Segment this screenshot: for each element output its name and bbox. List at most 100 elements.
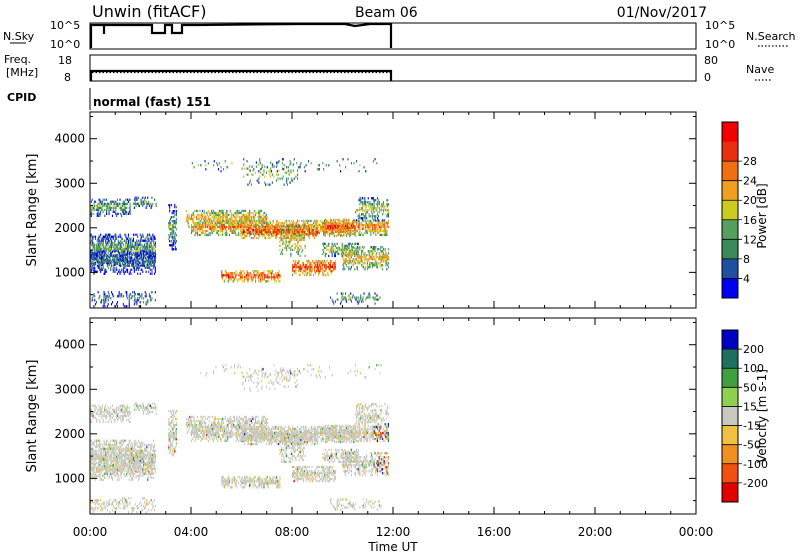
heatmap-cell <box>300 224 302 228</box>
heatmap-cell <box>201 227 203 231</box>
heatmap-cell <box>222 233 224 237</box>
heatmap-cell <box>292 248 294 252</box>
heatmap-cell <box>350 224 352 227</box>
heatmap-cell <box>95 451 97 454</box>
heatmap-cell <box>151 237 153 240</box>
heatmap-cell <box>282 168 284 171</box>
heatmap-cell <box>104 272 106 275</box>
heatmap-cell <box>139 262 141 265</box>
heatmap-cell <box>345 230 347 233</box>
heatmap-cell <box>137 241 139 244</box>
y-tick-label: 3000 <box>54 176 85 190</box>
heatmap-cell <box>118 241 120 244</box>
heatmap-cell <box>94 299 96 302</box>
heatmap-cell <box>286 166 288 169</box>
heatmap-cell <box>139 247 141 250</box>
heatmap-cell <box>171 244 173 247</box>
heatmap-cell <box>173 210 175 213</box>
heatmap-cell <box>90 241 92 244</box>
heatmap-cell <box>311 263 313 267</box>
heatmap-cell <box>209 227 211 231</box>
heatmap-cell <box>154 245 156 248</box>
heatmap-cell <box>111 416 113 419</box>
heatmap-cell <box>105 258 107 261</box>
heatmap-cell <box>370 215 372 218</box>
heatmap-cell <box>275 234 277 238</box>
heatmap-cell <box>260 274 262 277</box>
heatmap-cell <box>293 158 295 161</box>
heatmap-cell <box>125 235 127 238</box>
heatmap-cell <box>323 227 325 231</box>
heatmap-cell <box>247 183 249 186</box>
heatmap-cell <box>120 212 122 215</box>
heatmap-cell <box>259 213 261 217</box>
heatmap-cell <box>133 266 135 269</box>
heatmap-cell <box>265 236 267 240</box>
heatmap-cell <box>360 260 362 263</box>
heatmap-cell <box>242 230 244 234</box>
heatmap-cell <box>119 404 121 407</box>
heatmap-cell <box>381 258 383 261</box>
heatmap-cell <box>255 211 257 215</box>
heatmap-cell <box>133 198 135 201</box>
heatmap-cell <box>365 221 367 225</box>
heatmap-cell <box>109 457 111 460</box>
heatmap-cell <box>258 209 260 213</box>
heatmap-cell <box>290 228 292 232</box>
heatmap-cell <box>327 271 329 275</box>
heatmap-cell <box>96 252 98 255</box>
heatmap-cell <box>293 271 295 275</box>
heatmap-cell <box>113 202 115 205</box>
heatmap-cell <box>372 227 374 231</box>
heatmap-cell <box>359 199 361 202</box>
heatmap-cell <box>244 236 246 240</box>
heatmap-cell <box>361 223 363 227</box>
heatmap-cell <box>283 224 285 227</box>
heatmap-cell <box>273 165 275 168</box>
heatmap-cell <box>94 266 96 269</box>
heatmap-cell <box>355 242 357 245</box>
heatmap-cell <box>352 264 354 267</box>
heatmap-cell <box>239 274 241 277</box>
heatmap-cell <box>375 298 377 301</box>
heatmap-cell <box>90 449 92 452</box>
heatmap-cell <box>171 216 173 219</box>
heatmap-cell <box>239 219 241 223</box>
heatmap-cell <box>352 252 354 255</box>
heatmap-cell <box>202 225 204 229</box>
heatmap-cell <box>212 219 214 223</box>
heatmap-cell <box>196 215 198 219</box>
heatmap-cell <box>377 223 379 227</box>
heatmap-cell <box>369 252 371 255</box>
heatmap-cell <box>373 215 375 218</box>
heatmap-cell <box>102 256 104 259</box>
heatmap-cell <box>207 233 209 237</box>
heatmap-cell <box>109 455 111 458</box>
heatmap-cell <box>96 247 98 250</box>
heatmap-cell <box>235 270 237 273</box>
heatmap-cell <box>197 223 199 227</box>
heatmap-cell <box>279 274 281 277</box>
heatmap-cell <box>175 248 177 251</box>
heatmap-cell <box>228 280 230 283</box>
heatmap-cell <box>328 273 330 277</box>
heatmap-cell <box>90 251 92 254</box>
heatmap-cell <box>366 211 368 214</box>
heatmap-cell <box>313 234 315 238</box>
heatmap-cell <box>237 209 239 213</box>
heatmap-cell <box>100 443 102 446</box>
heatmap-cell <box>364 256 366 259</box>
heatmap-cell <box>127 262 129 265</box>
heatmap-cell <box>387 225 389 229</box>
heatmap-cell <box>365 170 367 173</box>
heatmap-cell <box>297 173 299 176</box>
heatmap-cell <box>239 227 241 231</box>
heatmap-cell <box>307 232 309 236</box>
heatmap-cell <box>221 270 223 273</box>
heatmap-cell <box>174 204 176 207</box>
heatmap-cell <box>126 291 128 294</box>
heatmap-cell <box>136 264 138 267</box>
heatmap-cell <box>261 173 263 176</box>
heatmap-cell <box>343 262 345 265</box>
heatmap-cell <box>242 276 244 279</box>
